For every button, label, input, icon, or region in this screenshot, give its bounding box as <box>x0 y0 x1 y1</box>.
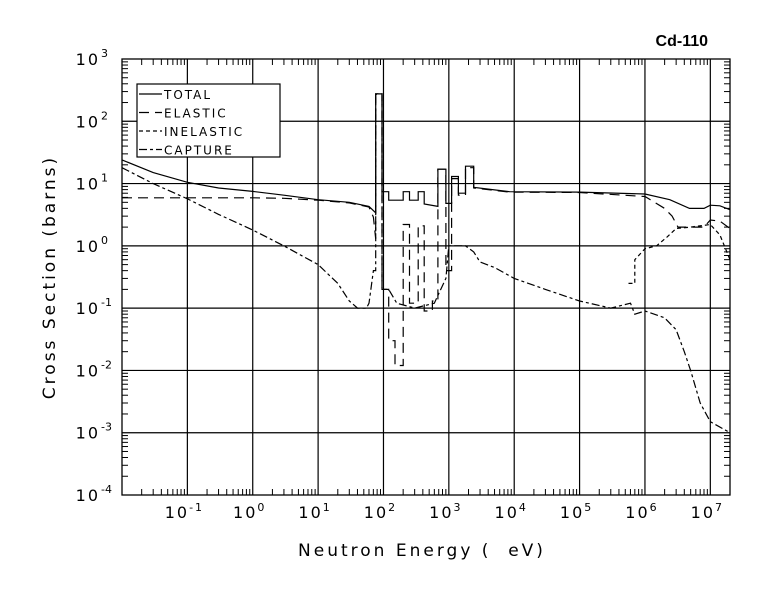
tick-base: 10 <box>298 503 322 522</box>
legend-label: ELASTIC <box>164 107 228 121</box>
series-inelastic <box>628 223 731 284</box>
tick-base: 10 <box>76 175 100 194</box>
tick-base: 10 <box>625 503 649 522</box>
x-tick-label: 107 <box>691 501 724 522</box>
y-tick-label: 10 <box>76 361 100 380</box>
legend-label: TOTAL <box>163 88 212 102</box>
tick-exponent: 3 <box>101 47 108 60</box>
y-axis-label: Cross Section (barns) <box>40 155 60 399</box>
x-tick-label: 105 <box>560 501 593 522</box>
x-tick-label: 106 <box>625 501 658 522</box>
tick-exponent: 2 <box>388 501 397 514</box>
tick-exponent: -1 <box>101 296 112 309</box>
tick-base: 10 <box>429 503 453 522</box>
series-capture <box>121 93 731 434</box>
legend-label: INELASTIC <box>164 125 244 139</box>
x-tick-label: 103 <box>429 501 462 522</box>
y-tick-label: 10 <box>76 486 100 505</box>
tick-base: 10 <box>495 503 519 522</box>
tick-exponent: -2 <box>101 358 112 371</box>
tick-exponent: 5 <box>584 501 593 514</box>
x-tick-label: 10-1 <box>165 501 204 522</box>
tick-exponent: 1 <box>323 501 332 514</box>
tick-base: 10 <box>76 486 100 505</box>
tick-base: 10 <box>76 50 100 69</box>
tick-base: 10 <box>165 503 189 522</box>
tick-exponent: 2 <box>101 109 108 122</box>
y-tick-label: 10 <box>76 175 100 194</box>
x-tick-label: 101 <box>298 501 331 522</box>
x-tick-label: 102 <box>364 501 397 522</box>
chart-title: Cd-110 <box>655 33 708 50</box>
legend-label: CAPTURE <box>164 144 234 158</box>
x-tick-label: 100 <box>233 501 266 522</box>
x-axis-label: Neutron Energy ( eV) <box>298 541 546 561</box>
tick-base: 10 <box>76 299 100 318</box>
tick-exponent: -4 <box>101 483 112 496</box>
tick-exponent: 0 <box>101 234 108 247</box>
x-tick-label: 104 <box>495 501 528 522</box>
y-tick-label: 10 <box>76 424 100 443</box>
tick-exponent: 4 <box>519 501 528 514</box>
tick-base: 10 <box>560 503 584 522</box>
tick-exponent: -3 <box>101 421 112 434</box>
tick-exponent: 3 <box>454 501 463 514</box>
tick-exponent: -1 <box>189 501 204 514</box>
tick-exponent: 0 <box>257 501 266 514</box>
tick-base: 10 <box>364 503 388 522</box>
tick-base: 10 <box>76 237 100 256</box>
tick-base: 10 <box>76 112 100 131</box>
tick-base: 10 <box>691 503 715 522</box>
y-tick-label: 10 <box>76 50 100 69</box>
plot-frame <box>121 58 731 496</box>
tick-exponent: 1 <box>101 172 108 185</box>
tick-exponent: 7 <box>715 501 724 514</box>
y-tick-label: 10 <box>76 237 100 256</box>
tick-base: 10 <box>233 503 257 522</box>
legend-box <box>136 83 281 158</box>
y-tick-label: 10 <box>76 299 100 318</box>
tick-base: 10 <box>76 361 100 380</box>
tick-exponent: 6 <box>650 501 659 514</box>
tick-base: 10 <box>76 424 100 443</box>
y-tick-label: 10 <box>76 112 100 131</box>
